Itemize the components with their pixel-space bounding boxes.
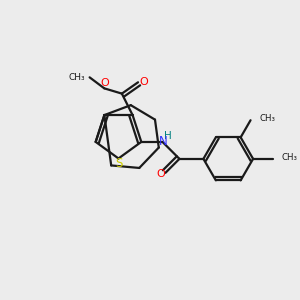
Text: CH₃: CH₃ — [259, 114, 275, 123]
Text: CH₃: CH₃ — [281, 153, 297, 162]
Text: O: O — [100, 78, 109, 88]
Text: S: S — [115, 157, 122, 170]
Text: H: H — [164, 131, 171, 141]
Text: N: N — [159, 135, 167, 148]
Text: CH₃: CH₃ — [69, 73, 86, 82]
Text: O: O — [156, 169, 165, 179]
Text: O: O — [140, 77, 148, 87]
